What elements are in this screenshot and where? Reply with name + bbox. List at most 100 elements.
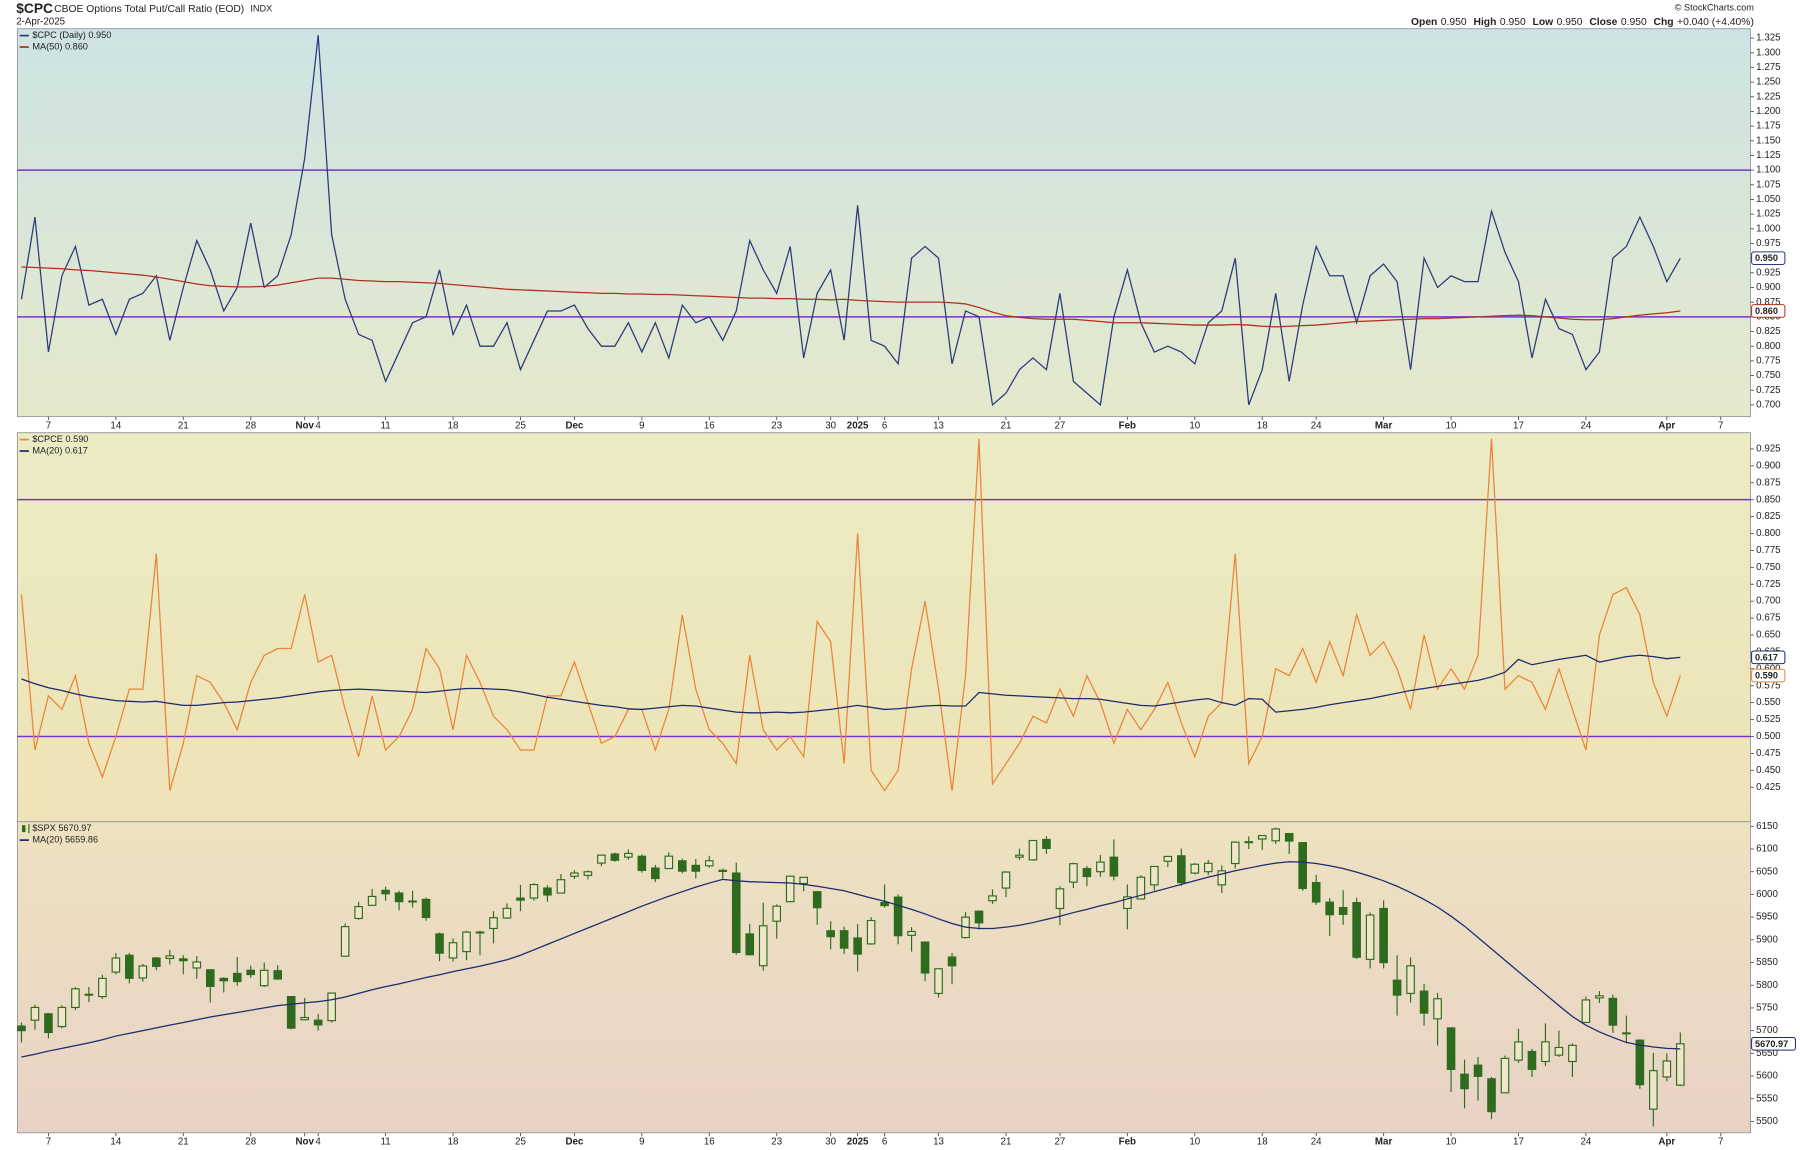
candle-body [1028, 839, 1038, 861]
candle-body [556, 879, 566, 894]
y-tick-label: 6150 [1756, 821, 1778, 832]
x-tick-label: 28 [245, 1137, 256, 1148]
candle-body [1352, 902, 1361, 958]
quote-value: +0.040 (+4.40%) [1677, 17, 1754, 28]
candle-body [1473, 1064, 1483, 1077]
x-tick-label: 17 [1513, 1137, 1524, 1148]
y-tick-label: 0.700 [1756, 399, 1781, 410]
x-tick-label: 14 [110, 420, 121, 431]
x-tick-label: 24 [1580, 420, 1591, 431]
candle-body [152, 957, 161, 967]
candle-body [381, 889, 390, 895]
x-tick-label: Dec [565, 1137, 583, 1148]
candle-body [394, 892, 404, 903]
candle-body [1150, 865, 1159, 886]
x-tick-label: 27 [1055, 420, 1066, 431]
y-tick-label: 0.975 [1756, 238, 1781, 249]
panel-background [16, 432, 1751, 823]
candle-body [273, 970, 283, 980]
candle-body [17, 1025, 26, 1032]
candle-body [1338, 906, 1348, 915]
copyright: © StockCharts.com [1675, 2, 1754, 12]
candle-body [1325, 901, 1334, 916]
y-tick-label: 6050 [1756, 866, 1778, 877]
exchange: INDX [250, 4, 272, 14]
series-line [20, 438, 1681, 792]
candle-body [1595, 995, 1604, 999]
candle-body [327, 992, 336, 1022]
x-tick-label: 30 [825, 420, 836, 431]
candle-body [1379, 907, 1388, 964]
y-tick-label: 1.125 [1756, 150, 1781, 161]
x-tick-label: 21 [178, 420, 189, 431]
end-label: 0.860 [1755, 306, 1778, 316]
candle-body [866, 919, 876, 945]
legend-label: $CPCE 0.590 [32, 434, 88, 444]
candle-body [1419, 990, 1429, 1014]
y-tick-label: 1.075 [1756, 179, 1781, 190]
candle-body [758, 925, 768, 967]
x-tick-label: Mar [1375, 1137, 1393, 1148]
candle-body [597, 854, 606, 864]
y-tick-label: 0.900 [1756, 282, 1781, 293]
y-tick-label: 6000 [1756, 889, 1778, 900]
candle-body [313, 1019, 323, 1026]
candle-body [1001, 871, 1011, 889]
x-tick-label: 21 [1001, 1137, 1012, 1148]
y-tick-label: 0.475 [1756, 748, 1781, 759]
x-tick-label: 9 [639, 1137, 644, 1148]
candle-body [1096, 861, 1105, 873]
series-line [21, 266, 1681, 328]
y-tick-label: 6100 [1756, 844, 1778, 855]
candle-body [435, 933, 444, 954]
candle-body [1244, 841, 1254, 844]
legend-label: MA(50) 0.860 [32, 41, 88, 51]
series-line [21, 654, 1681, 714]
candle-body [1500, 1057, 1510, 1094]
symbol: $CPC [16, 1, 53, 16]
x-tick-label: 18 [1257, 1137, 1268, 1148]
y-tick-label: 0.650 [1756, 630, 1781, 641]
candle-body [502, 907, 512, 919]
candle-body [812, 891, 822, 909]
quote-value: 0.950 [1621, 17, 1647, 28]
y-tick-label: 0.775 [1756, 545, 1781, 556]
quote-label: Low [1533, 17, 1555, 28]
x-tick-label: 25 [515, 420, 526, 431]
y-tick-label: 0.425 [1756, 782, 1781, 793]
quote-label: Close [1589, 17, 1617, 28]
y-tick-label: 0.750 [1756, 562, 1781, 573]
y-tick-label: 5950 [1756, 912, 1778, 923]
candle-body [111, 957, 121, 973]
x-tick-label: Mar [1375, 420, 1393, 431]
x-tick-label: 24 [1580, 1137, 1591, 1148]
candle-body [570, 872, 579, 877]
panel-background [16, 28, 1751, 418]
x-tick-label: 23 [771, 1137, 782, 1148]
candle-body [1446, 1027, 1456, 1070]
y-tick-label: 1.025 [1756, 209, 1781, 220]
y-tick-label: 1.275 [1756, 62, 1781, 73]
x-tick-label: 24 [1311, 1137, 1322, 1148]
candle-body [340, 926, 350, 957]
candle-body [462, 931, 471, 953]
x-tick-label: 11 [381, 1137, 391, 1148]
candle-body [1581, 999, 1591, 1024]
candle-body [893, 896, 903, 937]
y-tick-label: 0.750 [1756, 370, 1781, 381]
x-tick-label: Feb [1119, 420, 1136, 431]
candle-body [1649, 1070, 1658, 1110]
end-label-box [1751, 1036, 1796, 1051]
candle-body [637, 855, 647, 871]
x-tick-label: 30 [825, 1137, 836, 1148]
x-tick-label: 9 [639, 420, 644, 431]
y-tick-label: 1.000 [1756, 223, 1781, 234]
candle-body [475, 931, 485, 934]
y-tick-label: 5500 [1756, 1116, 1778, 1127]
x-tick-label: 4 [315, 1137, 321, 1148]
candle-body [246, 969, 256, 976]
x-tick-label: 18 [448, 1137, 459, 1148]
candle-body [1055, 888, 1065, 910]
